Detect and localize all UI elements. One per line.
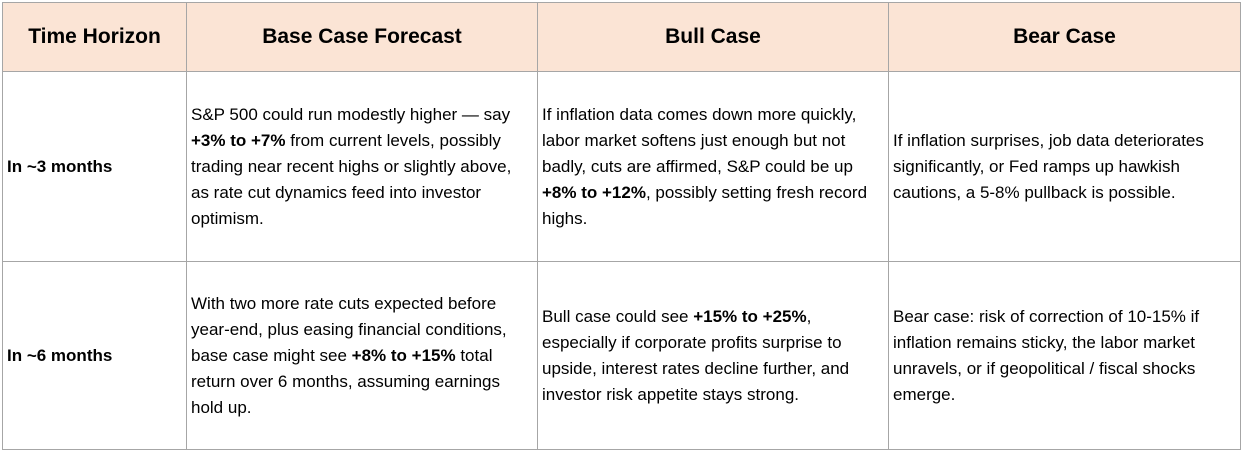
cell-text: , especially if corporate profits surpri… bbox=[542, 306, 850, 404]
table-row: In ~3 months S&P 500 could run modestly … bbox=[2, 71, 1241, 262]
bear-case-cell: If inflation surprises, job data deterio… bbox=[888, 71, 1241, 262]
bear-case-cell: Bear case: risk of correction of 10-15% … bbox=[888, 261, 1241, 450]
cell-text: If inflation surprises, job data deterio… bbox=[893, 130, 1204, 202]
cell-text: from current levels, possibly trading ne… bbox=[191, 130, 512, 228]
cell-text: , possibly setting fresh record highs. bbox=[542, 182, 868, 228]
base-case-cell: S&P 500 could run modestly higher — say … bbox=[186, 71, 538, 262]
header-base-case: Base Case Forecast bbox=[186, 2, 538, 72]
bull-case-cell: If inflation data comes down more quickl… bbox=[537, 71, 889, 262]
cell-text: S&P 500 could run modestly higher — say bbox=[191, 104, 511, 124]
cell-text: Bear case: risk of correction of 10-15% … bbox=[893, 306, 1200, 404]
header-time-horizon: Time Horizon bbox=[2, 2, 187, 72]
horizon-cell: In ~6 months bbox=[2, 261, 187, 450]
cell-text: If inflation data comes down more quickl… bbox=[542, 104, 857, 176]
header-bear-case: Bear Case bbox=[888, 2, 1241, 72]
cell-text: With two more rate cuts expected before … bbox=[191, 293, 507, 365]
horizon-cell: In ~3 months bbox=[2, 71, 187, 262]
highlighted-range: +8% to +15% bbox=[351, 345, 456, 365]
highlighted-range: +3% to +7% bbox=[191, 130, 286, 150]
table-row: In ~6 months With two more rate cuts exp… bbox=[2, 261, 1241, 450]
cell-text: total return over 6 months, assuming ear… bbox=[191, 345, 500, 417]
cell-text: Bull case could see bbox=[542, 306, 694, 326]
header-row: Time Horizon Base Case Forecast Bull Cas… bbox=[2, 2, 1241, 72]
highlighted-range: +15% to +25% bbox=[693, 306, 807, 326]
bull-case-cell: Bull case could see +15% to +25%, especi… bbox=[537, 261, 889, 450]
highlighted-range: +8% to +12% bbox=[542, 182, 646, 202]
base-case-cell: With two more rate cuts expected before … bbox=[186, 261, 538, 450]
header-bull-case: Bull Case bbox=[537, 2, 889, 72]
